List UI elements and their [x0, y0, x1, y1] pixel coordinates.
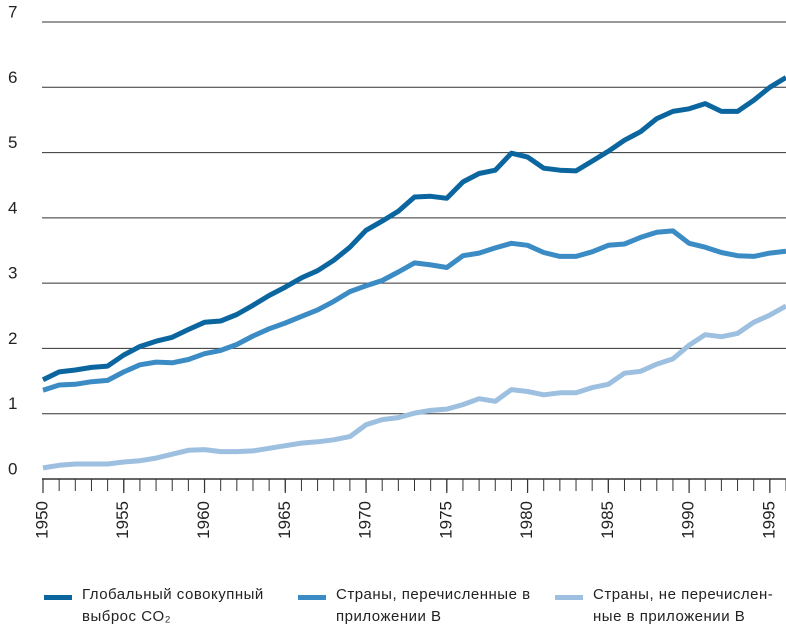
- x-tick-label: 1950: [32, 501, 51, 539]
- x-tick-label: 1990: [679, 501, 698, 539]
- series-line: [42, 303, 786, 471]
- y-tick-label: 4: [8, 198, 17, 217]
- x-tick-label: 1975: [436, 501, 455, 539]
- legend-label: Глобальный совокупный выброс CO₂: [82, 586, 264, 625]
- y-tick-label: 3: [8, 264, 17, 283]
- legend: Глобальный совокупный выброс CO₂ Страны, …: [0, 584, 786, 629]
- y-tick-label: 2: [8, 329, 17, 348]
- x-tick-label: 1960: [194, 501, 213, 539]
- series-line: [42, 228, 786, 393]
- series-line: [41, 75, 786, 383]
- y-tick-label: 6: [8, 68, 17, 87]
- x-tick-label: 1980: [517, 501, 536, 539]
- x-tick-label: 1995: [759, 501, 778, 539]
- x-tick-label: 1965: [275, 501, 294, 539]
- chart: 0 1 2 3 4 5 6 7 1950 1955 1960 1965 1970 1975 1980 1985…: [8, 2, 786, 539]
- x-tick-label: 1955: [113, 501, 132, 539]
- legend-swatch: [555, 595, 583, 600]
- legend-label: Страны, не перечислен-ные в приложении В: [593, 586, 774, 625]
- x-tick-label: 1970: [356, 501, 375, 539]
- y-tick-label: 7: [8, 2, 17, 21]
- legend-label: Страны, перечисленные в приложении В: [336, 586, 531, 625]
- y-tick-label: 5: [8, 133, 17, 152]
- legend-swatch: [298, 595, 326, 600]
- y-tick-label: 0: [8, 459, 17, 478]
- y-tick-label: 1: [8, 394, 17, 413]
- x-tick-label: 1985: [598, 501, 617, 539]
- legend-swatch: [44, 595, 72, 600]
